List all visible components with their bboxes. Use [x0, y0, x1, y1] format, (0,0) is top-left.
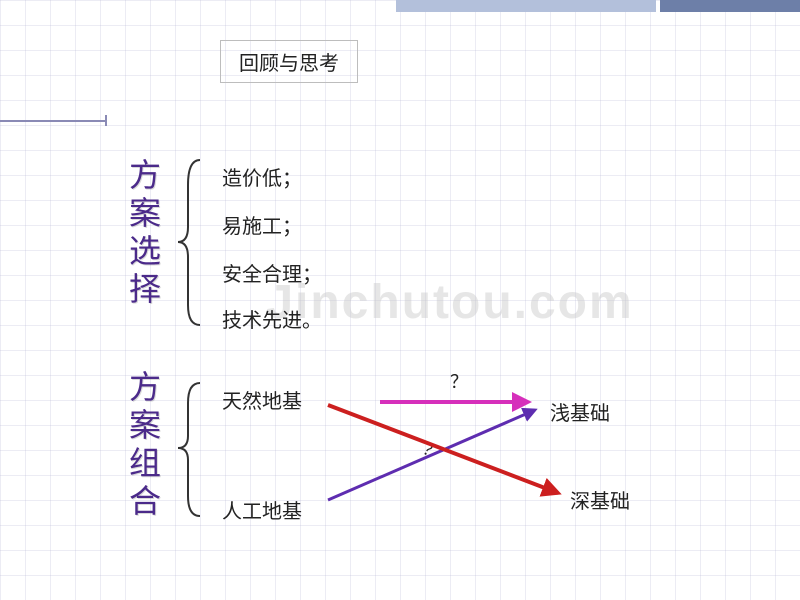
- arrows-layer: [0, 0, 800, 600]
- arrow-red: [328, 405, 558, 493]
- arrow-purple: [328, 410, 535, 500]
